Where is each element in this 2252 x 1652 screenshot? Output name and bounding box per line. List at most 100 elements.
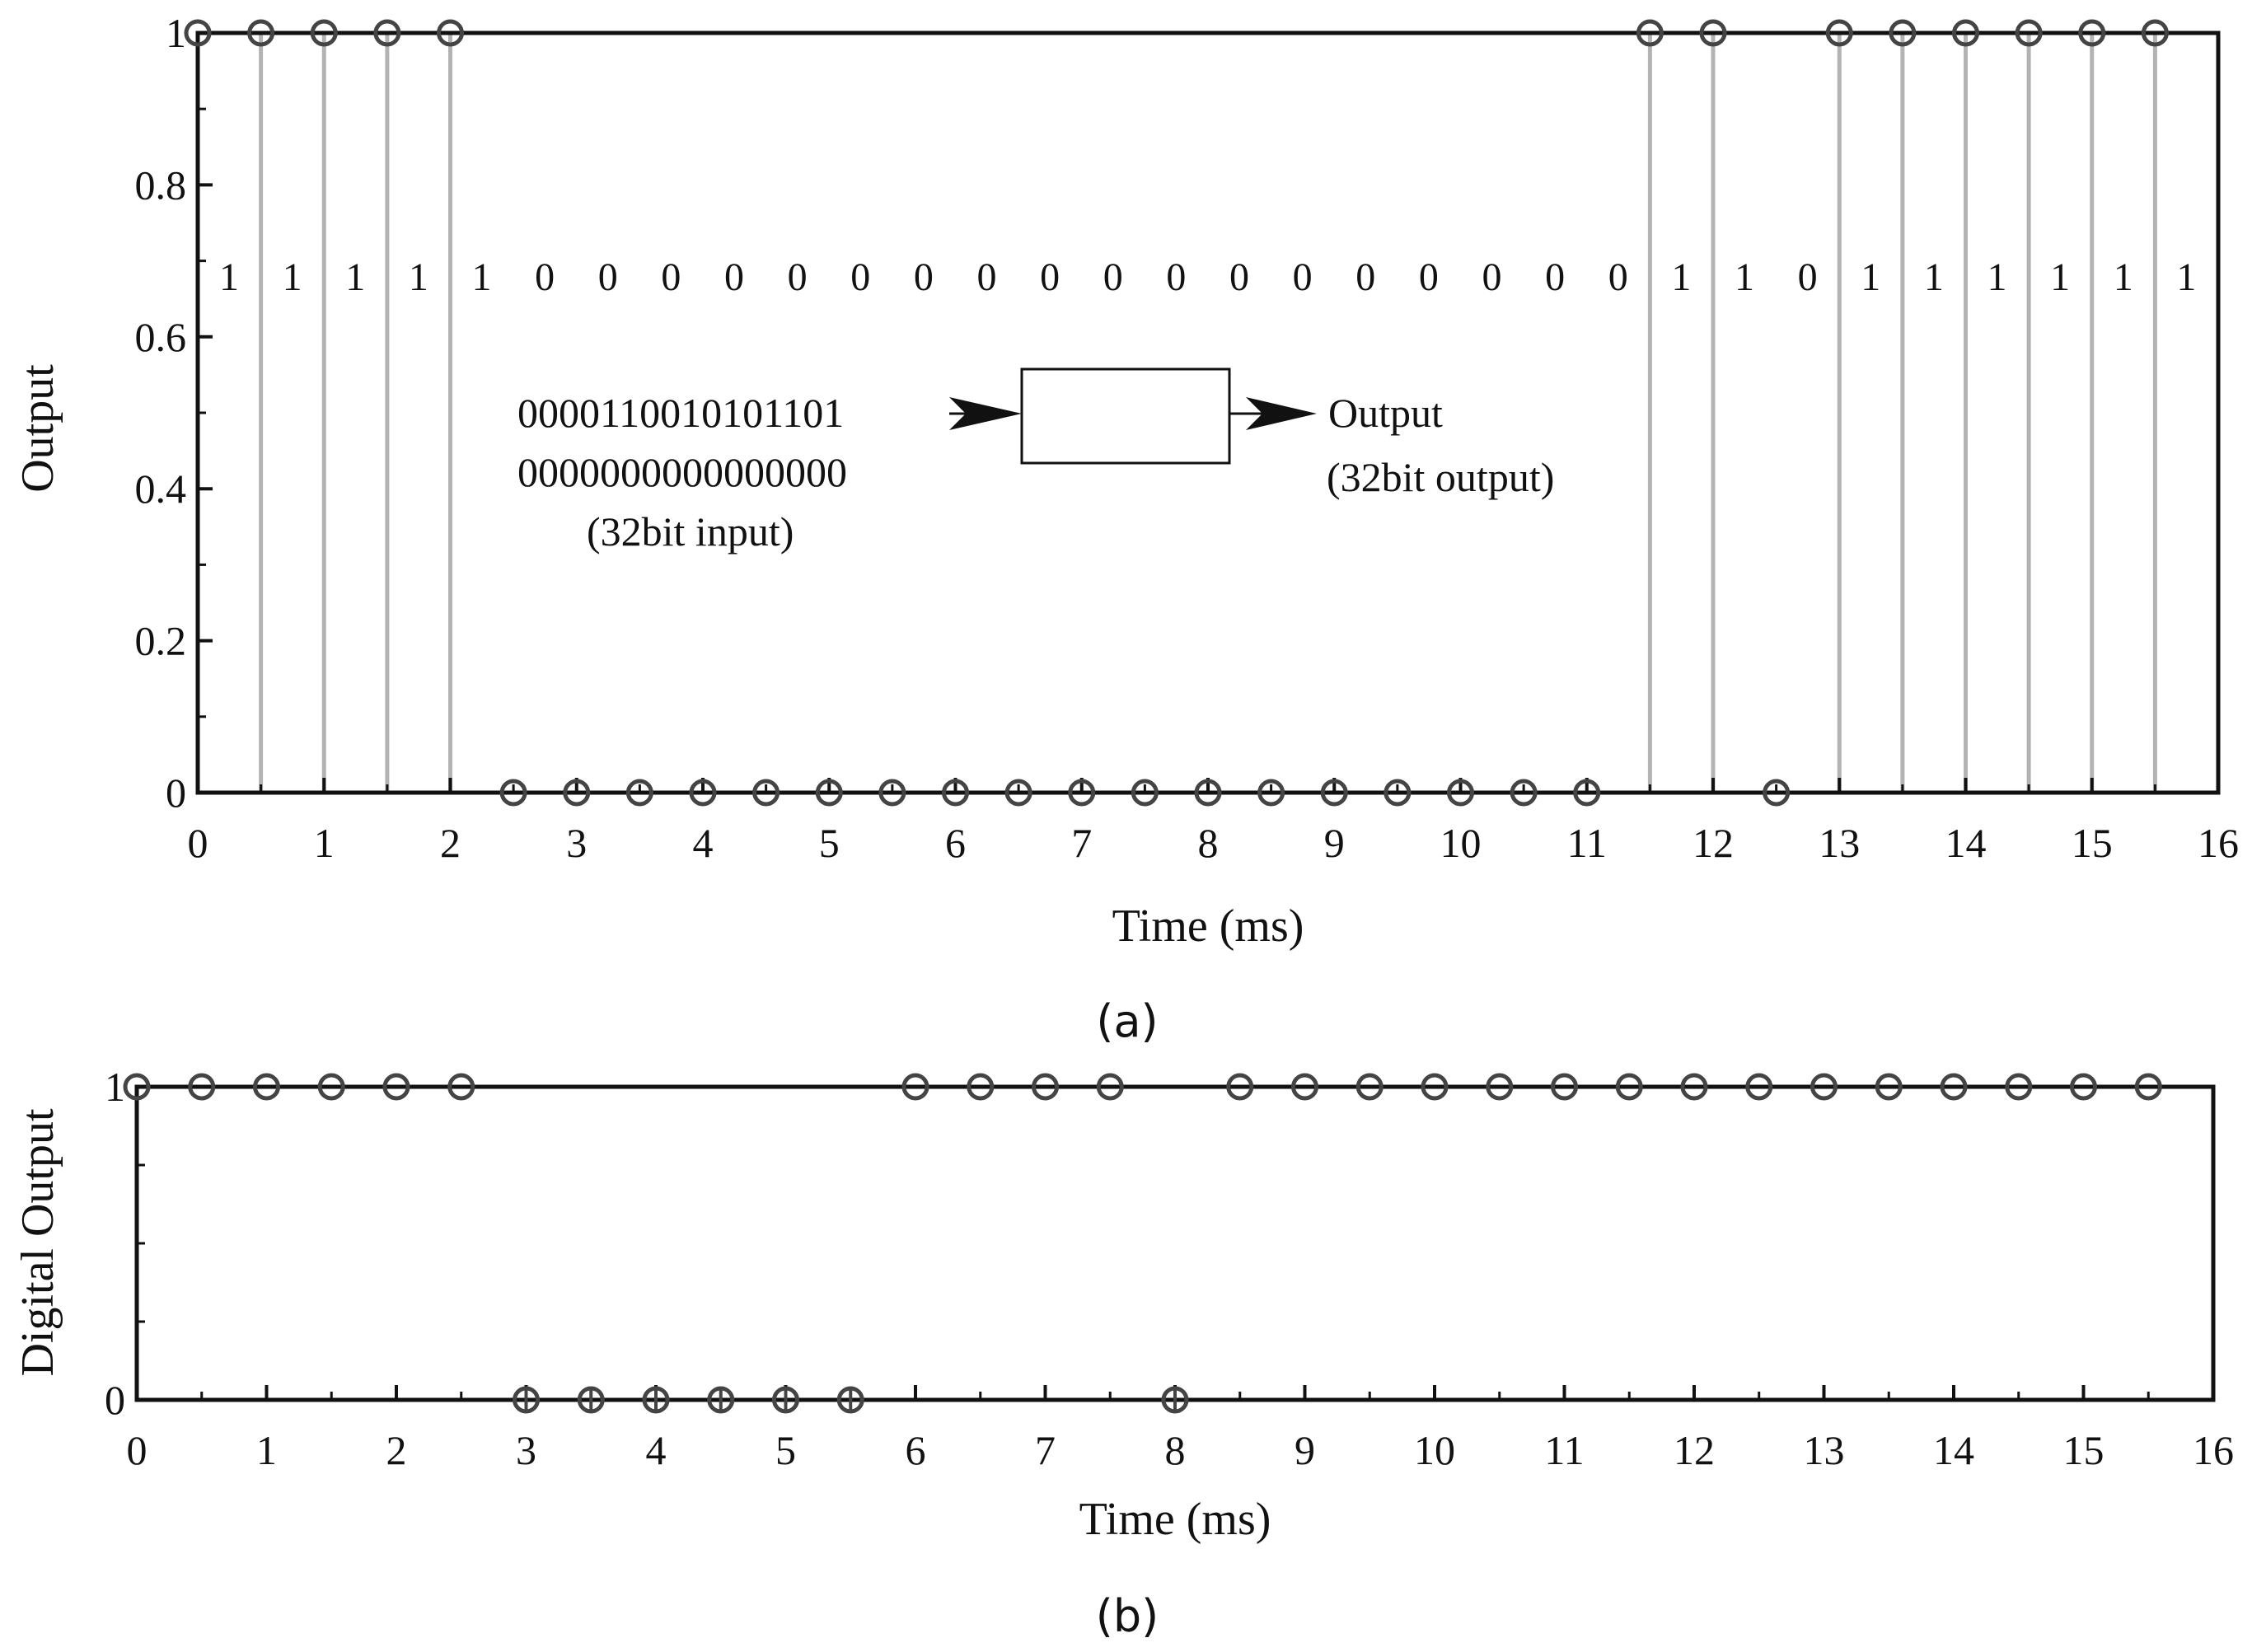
data-point-marker	[310, 19, 338, 47]
x-tick-label: 8	[1198, 820, 1219, 866]
panel-a-stems	[195, 33, 2157, 793]
bit-label: 0	[1355, 255, 1375, 299]
bit-label: 0	[1103, 255, 1123, 299]
data-point-marker	[967, 1073, 995, 1101]
bit-label: 0	[1293, 255, 1313, 299]
data-point-marker	[1355, 1073, 1384, 1101]
data-point-marker	[447, 1073, 475, 1101]
data-point-marker	[1825, 19, 1853, 47]
bit-label: 0	[914, 255, 934, 299]
bit-label: 0	[1798, 255, 1818, 299]
data-point-marker	[1889, 19, 1917, 47]
inset-input-line1: 0000110010101101	[517, 390, 844, 436]
y-tick-label: 0.2	[135, 618, 187, 664]
data-point-marker	[2070, 1073, 2097, 1101]
x-tick-label: 10	[1440, 820, 1482, 866]
x-tick-label: 3	[516, 1427, 536, 1473]
x-tick-label: 7	[1071, 820, 1092, 866]
data-point-marker	[1131, 779, 1159, 807]
data-point-marker	[382, 1073, 410, 1101]
data-point-marker	[1291, 1073, 1318, 1101]
data-point-marker	[1810, 1073, 1838, 1101]
bit-label: 0	[724, 255, 744, 299]
data-point-marker	[563, 779, 591, 807]
x-tick-label: 1	[314, 820, 335, 866]
x-tick-label: 15	[2063, 1427, 2105, 1473]
data-point-marker	[1615, 1073, 1643, 1101]
x-tick-label: 13	[1819, 820, 1860, 866]
x-tick-label: 5	[819, 820, 840, 866]
inset-input-arrowhead	[949, 397, 1022, 430]
x-tick-label: 0	[127, 1427, 147, 1473]
x-tick-label: 13	[1804, 1427, 1845, 1473]
x-tick-label: 15	[2072, 820, 2113, 866]
panel-a-caption: (a)	[1096, 995, 1158, 1047]
data-point-marker	[2134, 1073, 2162, 1101]
inset-input-line2: 0000000000000000	[517, 449, 847, 495]
bit-label: 0	[1482, 255, 1502, 299]
x-tick-label: 14	[1933, 1427, 1974, 1473]
bit-label: 0	[535, 255, 555, 299]
bit-label: 1	[345, 255, 365, 299]
panel-b-y-axis-title: Digital Output	[12, 1108, 63, 1377]
inset-system-box	[1020, 367, 1231, 465]
data-point-marker	[1421, 1073, 1449, 1101]
data-point-marker	[2005, 1073, 2033, 1101]
data-point-marker	[317, 1073, 345, 1101]
data-point-marker	[1068, 779, 1096, 807]
bit-label: 0	[977, 255, 997, 299]
data-point-marker	[1875, 1073, 1903, 1101]
y-tick-label: 0	[105, 1377, 125, 1423]
data-point-marker	[1447, 779, 1474, 807]
panel-b-x-axis-title: Time (ms)	[1079, 1494, 1271, 1545]
panel-b-caption: (b)	[1096, 1590, 1159, 1642]
data-point-marker	[188, 1073, 216, 1101]
data-point-marker	[1952, 19, 1979, 47]
data-point-marker	[878, 779, 906, 807]
data-point-marker	[1194, 779, 1222, 807]
data-point-marker	[499, 779, 527, 807]
inset-output-caption: (32bit output)	[1327, 454, 1554, 500]
data-point-marker	[1745, 1073, 1773, 1101]
x-tick-label: 16	[2198, 820, 2239, 866]
bit-label: 0	[1608, 255, 1628, 299]
inset-input-caption: (32bit input)	[587, 508, 794, 555]
y-tick-label: 0	[166, 770, 186, 816]
data-point-marker	[1763, 779, 1791, 807]
x-tick-label: 9	[1295, 1427, 1315, 1473]
data-point-marker	[2015, 19, 2043, 47]
data-point-marker	[437, 19, 464, 47]
data-point-marker	[1573, 779, 1601, 807]
data-point-marker	[253, 1073, 280, 1101]
y-tick-label: 0.8	[135, 161, 187, 208]
x-tick-label: 10	[1414, 1427, 1455, 1473]
bit-label: 1	[1671, 255, 1691, 299]
panel-b-plot-frame	[134, 1084, 2216, 1402]
bit-label: 0	[1419, 255, 1439, 299]
x-tick-label: 3	[566, 820, 587, 866]
y-tick-label: 1	[166, 10, 186, 56]
data-point-marker	[1510, 779, 1538, 807]
data-point-marker	[901, 1073, 929, 1101]
x-tick-label: 7	[1035, 1427, 1056, 1473]
data-point-marker	[1384, 779, 1412, 807]
y-tick-label: 0.6	[135, 314, 187, 360]
panel-a-y-axis-title: Output	[12, 364, 63, 493]
data-point-marker	[1636, 19, 1664, 47]
data-point-marker	[1257, 779, 1285, 807]
x-tick-label: 8	[1165, 1427, 1186, 1473]
bit-label: 0	[598, 255, 618, 299]
data-point-marker	[2141, 19, 2169, 47]
data-point-marker	[373, 19, 401, 47]
x-tick-label: 4	[646, 1427, 667, 1473]
bit-label: 0	[661, 255, 681, 299]
panel-b-markers	[123, 1073, 2162, 1414]
bit-label: 1	[2114, 255, 2133, 299]
x-tick-label: 5	[775, 1427, 796, 1473]
bit-label: 1	[472, 255, 492, 299]
y-tick-label: 1	[105, 1064, 125, 1110]
x-tick-label: 11	[1567, 820, 1607, 866]
